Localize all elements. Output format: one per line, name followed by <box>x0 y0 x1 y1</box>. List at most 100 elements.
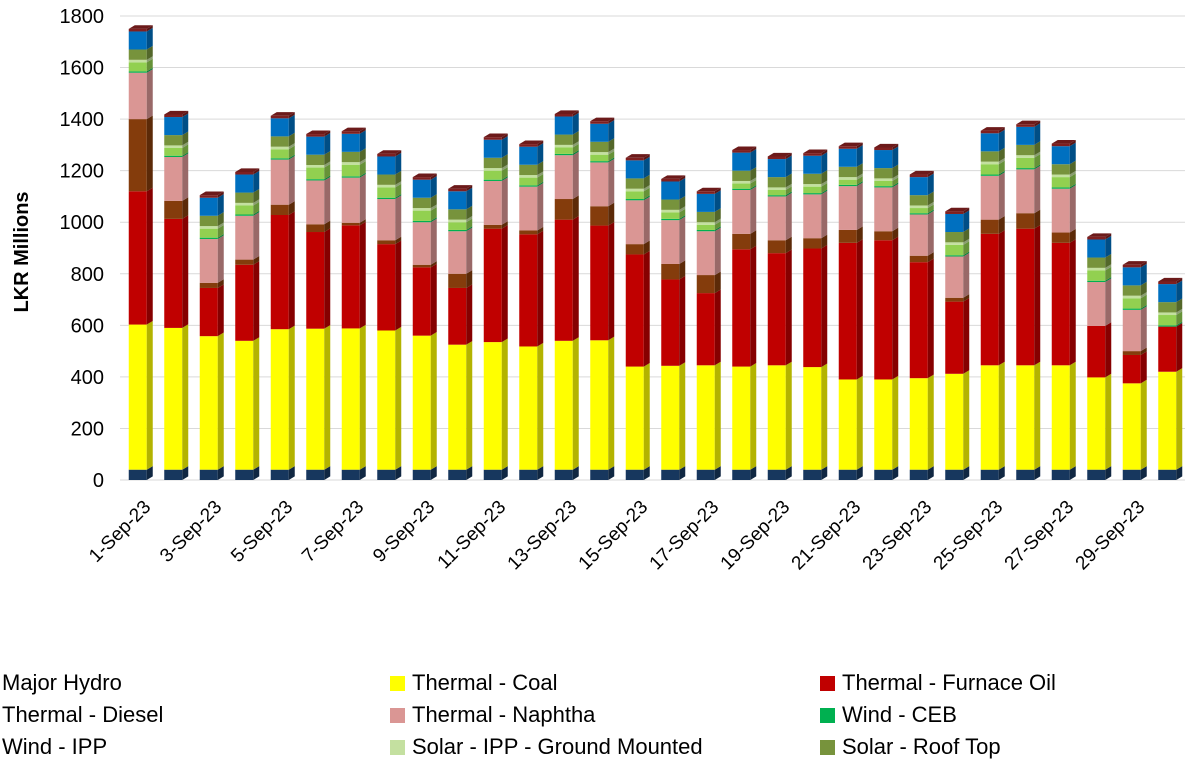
bar-segment-side <box>430 261 437 268</box>
bar-segment <box>448 219 467 223</box>
bar-segment-side <box>217 466 224 480</box>
legend-item-wind-ceb: Wind - CEB <box>820 702 957 728</box>
bar-segment <box>199 197 218 216</box>
bar-segment <box>661 181 680 200</box>
bar-segment <box>590 225 609 341</box>
bar-segment <box>1087 280 1106 283</box>
bar-segment <box>590 340 609 470</box>
bar-stack <box>306 130 331 480</box>
bar-segment <box>661 178 680 182</box>
bar-segment-side <box>537 466 544 480</box>
bar-segment <box>625 254 644 367</box>
bar-stack <box>696 187 721 480</box>
bar-segment <box>412 210 431 221</box>
y-tick-label: 200 <box>71 418 104 440</box>
bar-segment-side <box>892 183 899 232</box>
bar-segment-side <box>1176 323 1183 372</box>
bar-segment <box>767 365 786 470</box>
bar-segment-side <box>217 234 224 239</box>
bar-segment-side <box>821 466 828 480</box>
legend-label-major-hydro: Major Hydro <box>2 670 122 695</box>
bar-segment <box>519 346 538 470</box>
x-tick-label: 9-Sep-23 <box>369 497 439 567</box>
bar-segment <box>412 179 431 198</box>
legend-label-thermal-coal: Thermal - Coal <box>412 670 558 695</box>
bar-segment-side <box>998 127 1005 134</box>
bar-segment <box>732 366 751 470</box>
bar-top <box>306 130 331 135</box>
bar-segment <box>696 224 715 230</box>
bar-segment <box>199 238 218 283</box>
bar-top <box>661 175 686 179</box>
bar-segment-side <box>288 112 295 119</box>
bar-segment-side <box>1176 277 1183 285</box>
bar-segment <box>554 340 573 470</box>
bar-segment <box>590 121 609 124</box>
bar-segment-side <box>537 183 544 231</box>
bar-segment-side <box>1105 235 1112 258</box>
bar-segment-side <box>750 230 757 250</box>
bar-segment-side <box>1069 239 1076 366</box>
bar-segment-side <box>288 155 295 205</box>
bar-segment-side <box>750 186 757 234</box>
bar-segment-side <box>1176 321 1183 327</box>
bar-segment <box>270 149 289 159</box>
bar-segment <box>199 469 218 480</box>
bar-segment-side <box>537 143 544 165</box>
bar-top <box>483 133 508 138</box>
bar-segment-side <box>785 155 792 178</box>
legend-item-thermal-naphtha: Thermal - Naphtha <box>390 702 595 728</box>
bar-top <box>1016 120 1041 125</box>
bar-segment-side <box>1140 263 1147 286</box>
bar-segment <box>945 301 964 374</box>
bar-segment <box>767 190 786 196</box>
bar-segment <box>306 180 325 225</box>
bar-segment-side <box>359 466 366 480</box>
bar-segment-side <box>572 143 579 154</box>
legend-swatch-thermal-naphtha <box>390 707 405 723</box>
bar-segment-side <box>430 194 437 209</box>
bar-segment-side <box>998 129 1005 152</box>
bar-segment <box>341 164 360 177</box>
bar-segment-side <box>572 216 579 341</box>
bar-top <box>732 146 757 151</box>
bar-segment-side <box>1034 151 1041 158</box>
bar-top <box>1158 277 1183 282</box>
bar-segment <box>803 469 822 480</box>
bar-segment <box>732 150 751 153</box>
bar-top <box>448 185 473 189</box>
bar-segment-side <box>785 152 792 160</box>
bar-segment-side <box>892 236 899 380</box>
bar-segment-side <box>750 466 757 480</box>
bar-segment-side <box>146 27 153 50</box>
bar-segment <box>767 469 786 480</box>
x-tick-label: 25-Sep-23 <box>930 497 1008 575</box>
bar-segment-side <box>359 174 366 223</box>
bar-segment-side <box>572 466 579 480</box>
bar-segment-side <box>182 197 189 219</box>
bar-segment-side <box>679 362 686 470</box>
bar-segment-side <box>395 152 402 175</box>
legend-swatch-thermal-furnace-oil <box>820 675 835 691</box>
bar-segment-side <box>182 324 189 470</box>
legend-item-thermal-furnace-oil: Thermal - Furnace Oil <box>820 670 1056 696</box>
bar-segment-side <box>714 218 721 225</box>
bar-segment-side <box>1105 266 1112 281</box>
bar-segment-side <box>466 218 473 230</box>
bar-segment <box>696 229 715 232</box>
bar-segment <box>270 159 289 205</box>
bar-stack <box>590 117 615 480</box>
bar-segment-side <box>1140 466 1147 480</box>
bar-segment <box>732 188 751 190</box>
bar-segment <box>803 155 822 174</box>
bar-segment <box>874 379 893 470</box>
bar-segment-side <box>1069 140 1076 147</box>
bar-segment <box>128 469 147 480</box>
bar-segment-side <box>537 181 544 187</box>
bar-segment <box>980 219 999 234</box>
bar-segment <box>554 153 573 156</box>
bar-top <box>1051 140 1076 144</box>
bar-segment-side <box>572 151 579 200</box>
bar-stack <box>1158 277 1183 480</box>
bar-segment <box>483 469 502 480</box>
